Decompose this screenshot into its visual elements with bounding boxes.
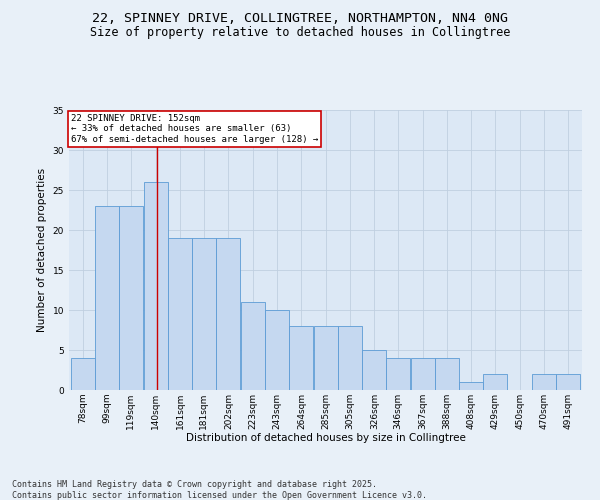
Bar — [119, 206, 143, 390]
Text: 22 SPINNEY DRIVE: 152sqm
← 33% of detached houses are smaller (63)
67% of semi-d: 22 SPINNEY DRIVE: 152sqm ← 33% of detach… — [71, 114, 318, 144]
Bar — [71, 358, 95, 390]
Text: 22, SPINNEY DRIVE, COLLINGTREE, NORTHAMPTON, NN4 0NG: 22, SPINNEY DRIVE, COLLINGTREE, NORTHAMP… — [92, 12, 508, 26]
X-axis label: Distribution of detached houses by size in Collingtree: Distribution of detached houses by size … — [185, 434, 466, 444]
Bar — [556, 374, 580, 390]
Bar — [410, 358, 434, 390]
Y-axis label: Number of detached properties: Number of detached properties — [37, 168, 47, 332]
Bar — [362, 350, 386, 390]
Bar — [192, 238, 216, 390]
Bar — [532, 374, 556, 390]
Text: Size of property relative to detached houses in Collingtree: Size of property relative to detached ho… — [90, 26, 510, 39]
Bar — [435, 358, 459, 390]
Bar — [459, 382, 483, 390]
Bar — [289, 326, 313, 390]
Bar — [241, 302, 265, 390]
Bar — [143, 182, 167, 390]
Bar — [217, 238, 241, 390]
Bar — [168, 238, 192, 390]
Bar — [484, 374, 508, 390]
Bar — [386, 358, 410, 390]
Text: Contains HM Land Registry data © Crown copyright and database right 2025.
Contai: Contains HM Land Registry data © Crown c… — [12, 480, 427, 500]
Bar — [338, 326, 362, 390]
Bar — [314, 326, 338, 390]
Bar — [95, 206, 119, 390]
Bar — [265, 310, 289, 390]
